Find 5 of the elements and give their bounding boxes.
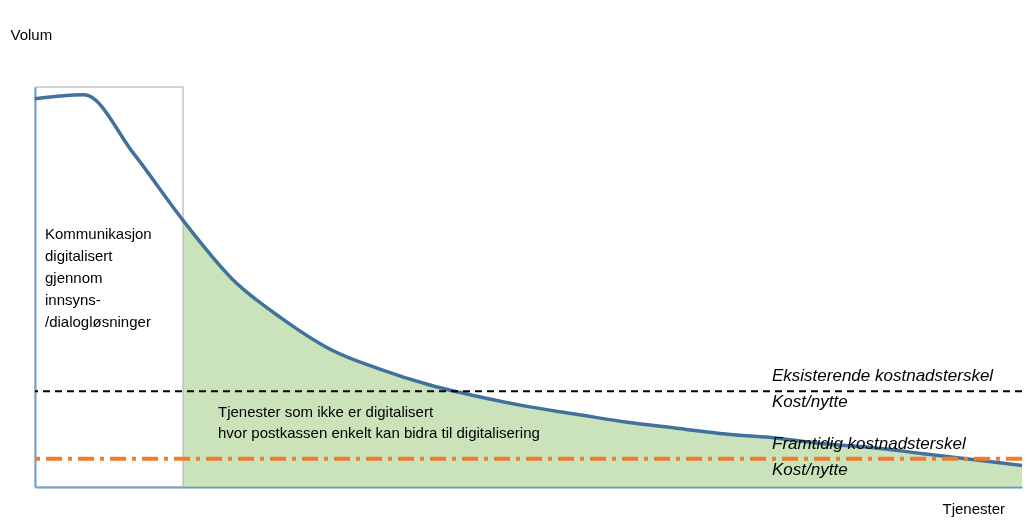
annotation: Kommunikasjon digitalisert gjennom innsyns- /dialogløsninger — [45, 225, 152, 330]
ref-line-label: Eksisterende kostnadsterskel Kost/nytte — [772, 366, 995, 412]
y-axis-title: Volum — [10, 25, 53, 43]
annotation: Tjenester som ikke er digitalisert hvor postkassen enkelt kan bidra til digitalisering — [218, 403, 540, 441]
x-axis-title: Tjenester — [942, 499, 1006, 517]
